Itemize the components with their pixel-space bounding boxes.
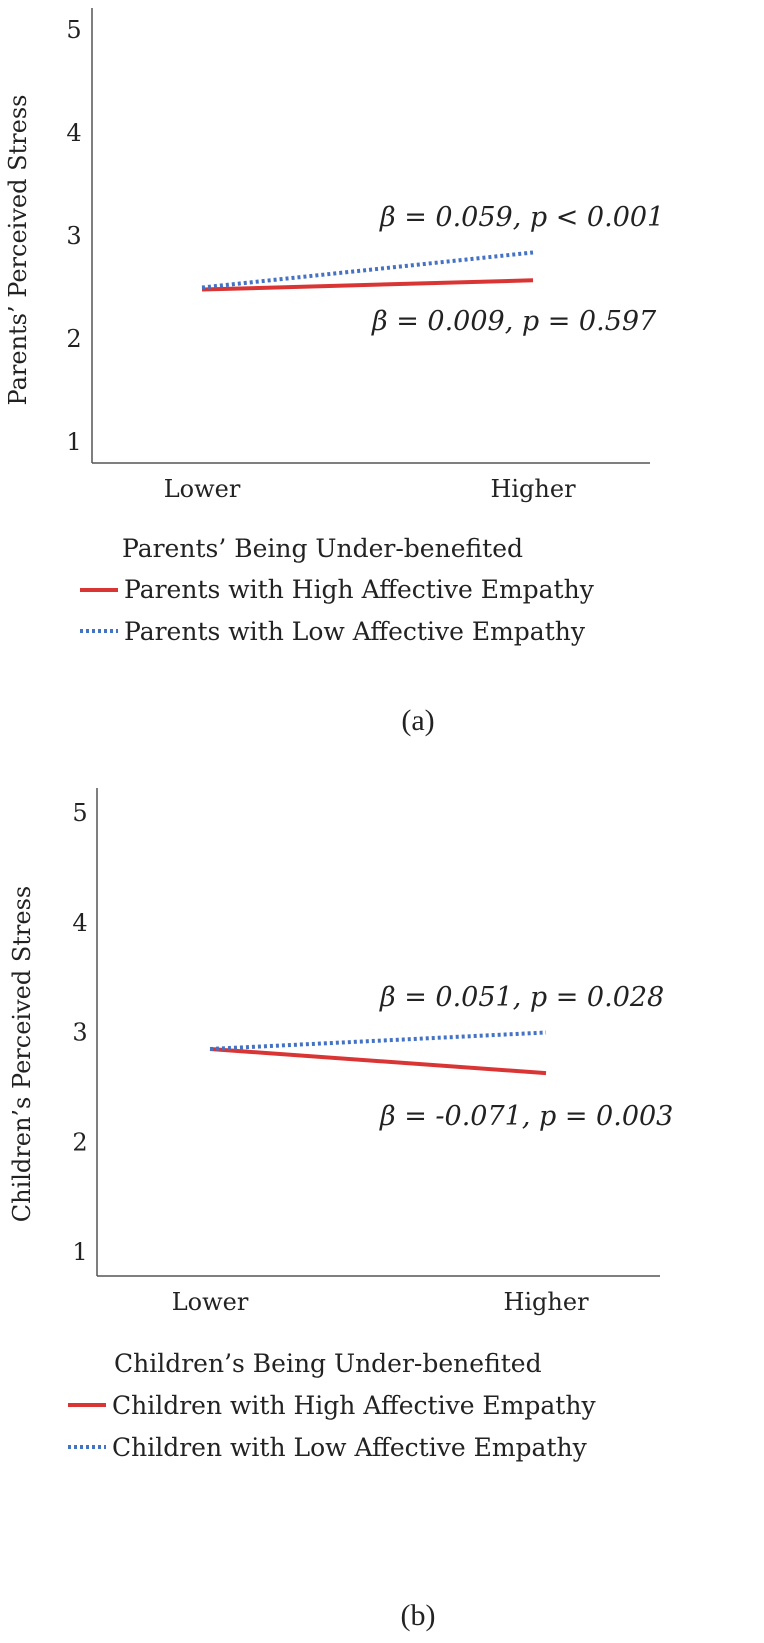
chart-b-svg: Children’s Perceived Stress 1 2 3 4 5 Lower H… [8, 788, 673, 1632]
legend-title: Children’s Being Under-benefited [114, 1349, 542, 1378]
series-lines [201, 250, 534, 292]
y-tick-label: 2 [72, 1128, 87, 1156]
y-tick-label: 3 [72, 1019, 87, 1047]
annotation-low-empathy: β = 0.059, p < 0.001 [379, 202, 664, 233]
chart-a-svg: Parents’ Perceived Stress 1 2 3 4 5 Lower Hig… [4, 8, 664, 737]
y-axis-title-text: Children’s Perceived Stress [8, 886, 36, 1222]
x-ticks: Lower Higher [172, 1288, 589, 1316]
figure-panel-a: Parents’ Perceived Stress 1 2 3 4 5 Lower Hig… [0, 0, 764, 760]
series-line-high-empathy [201, 278, 534, 292]
annotation-high-empathy: β = 0.009, p = 0.597 [371, 306, 657, 337]
legend-title: Parents’ Being Under-benefited [122, 534, 523, 563]
figure-panel-b: Children’s Perceived Stress 1 2 3 4 5 Lower H… [0, 780, 764, 1643]
y-tick-label: 4 [72, 909, 87, 937]
legend-label-low: Children with Low Affective Empathy [112, 1433, 588, 1462]
x-tick-label: Higher [503, 1288, 589, 1316]
y-tick-label: 3 [66, 222, 81, 250]
legend-label-high: Children with High Affective Empathy [112, 1391, 596, 1420]
y-axis-title: Children’s Perceived Stress [8, 886, 36, 1222]
series-line-low-empathy [201, 250, 534, 290]
y-tick-label: 2 [66, 325, 81, 353]
x-tick-label: Lower [172, 1288, 249, 1316]
y-tick-label: 5 [72, 799, 87, 827]
y-ticks: 1 2 3 4 5 [66, 16, 81, 456]
x-tick-label: Higher [490, 475, 576, 503]
panel-caption: (a) [401, 704, 434, 737]
y-axis-title: Parents’ Perceived Stress [4, 95, 32, 406]
y-tick-label: 5 [66, 16, 81, 44]
annotation-high-empathy: β = -0.071, p = 0.003 [379, 1101, 673, 1132]
series-line-high-empathy [209, 1046, 547, 1076]
y-tick-label: 4 [66, 119, 81, 147]
x-ticks: Lower Higher [164, 475, 576, 503]
annotation-low-empathy: β = 0.051, p = 0.028 [379, 982, 664, 1013]
series-lines [209, 1030, 547, 1076]
x-tick-label: Lower [164, 475, 241, 503]
series-line-low-empathy [209, 1030, 547, 1051]
y-axis-title-text: Parents’ Perceived Stress [4, 95, 32, 406]
legend-label-high: Parents with High Affective Empathy [124, 575, 595, 604]
y-tick-label: 1 [72, 1238, 87, 1266]
legend-label-low: Parents with Low Affective Empathy [124, 617, 586, 646]
y-tick-label: 1 [66, 428, 81, 456]
panel-caption: (b) [401, 1599, 436, 1632]
y-ticks: 1 2 3 4 5 [72, 799, 87, 1266]
